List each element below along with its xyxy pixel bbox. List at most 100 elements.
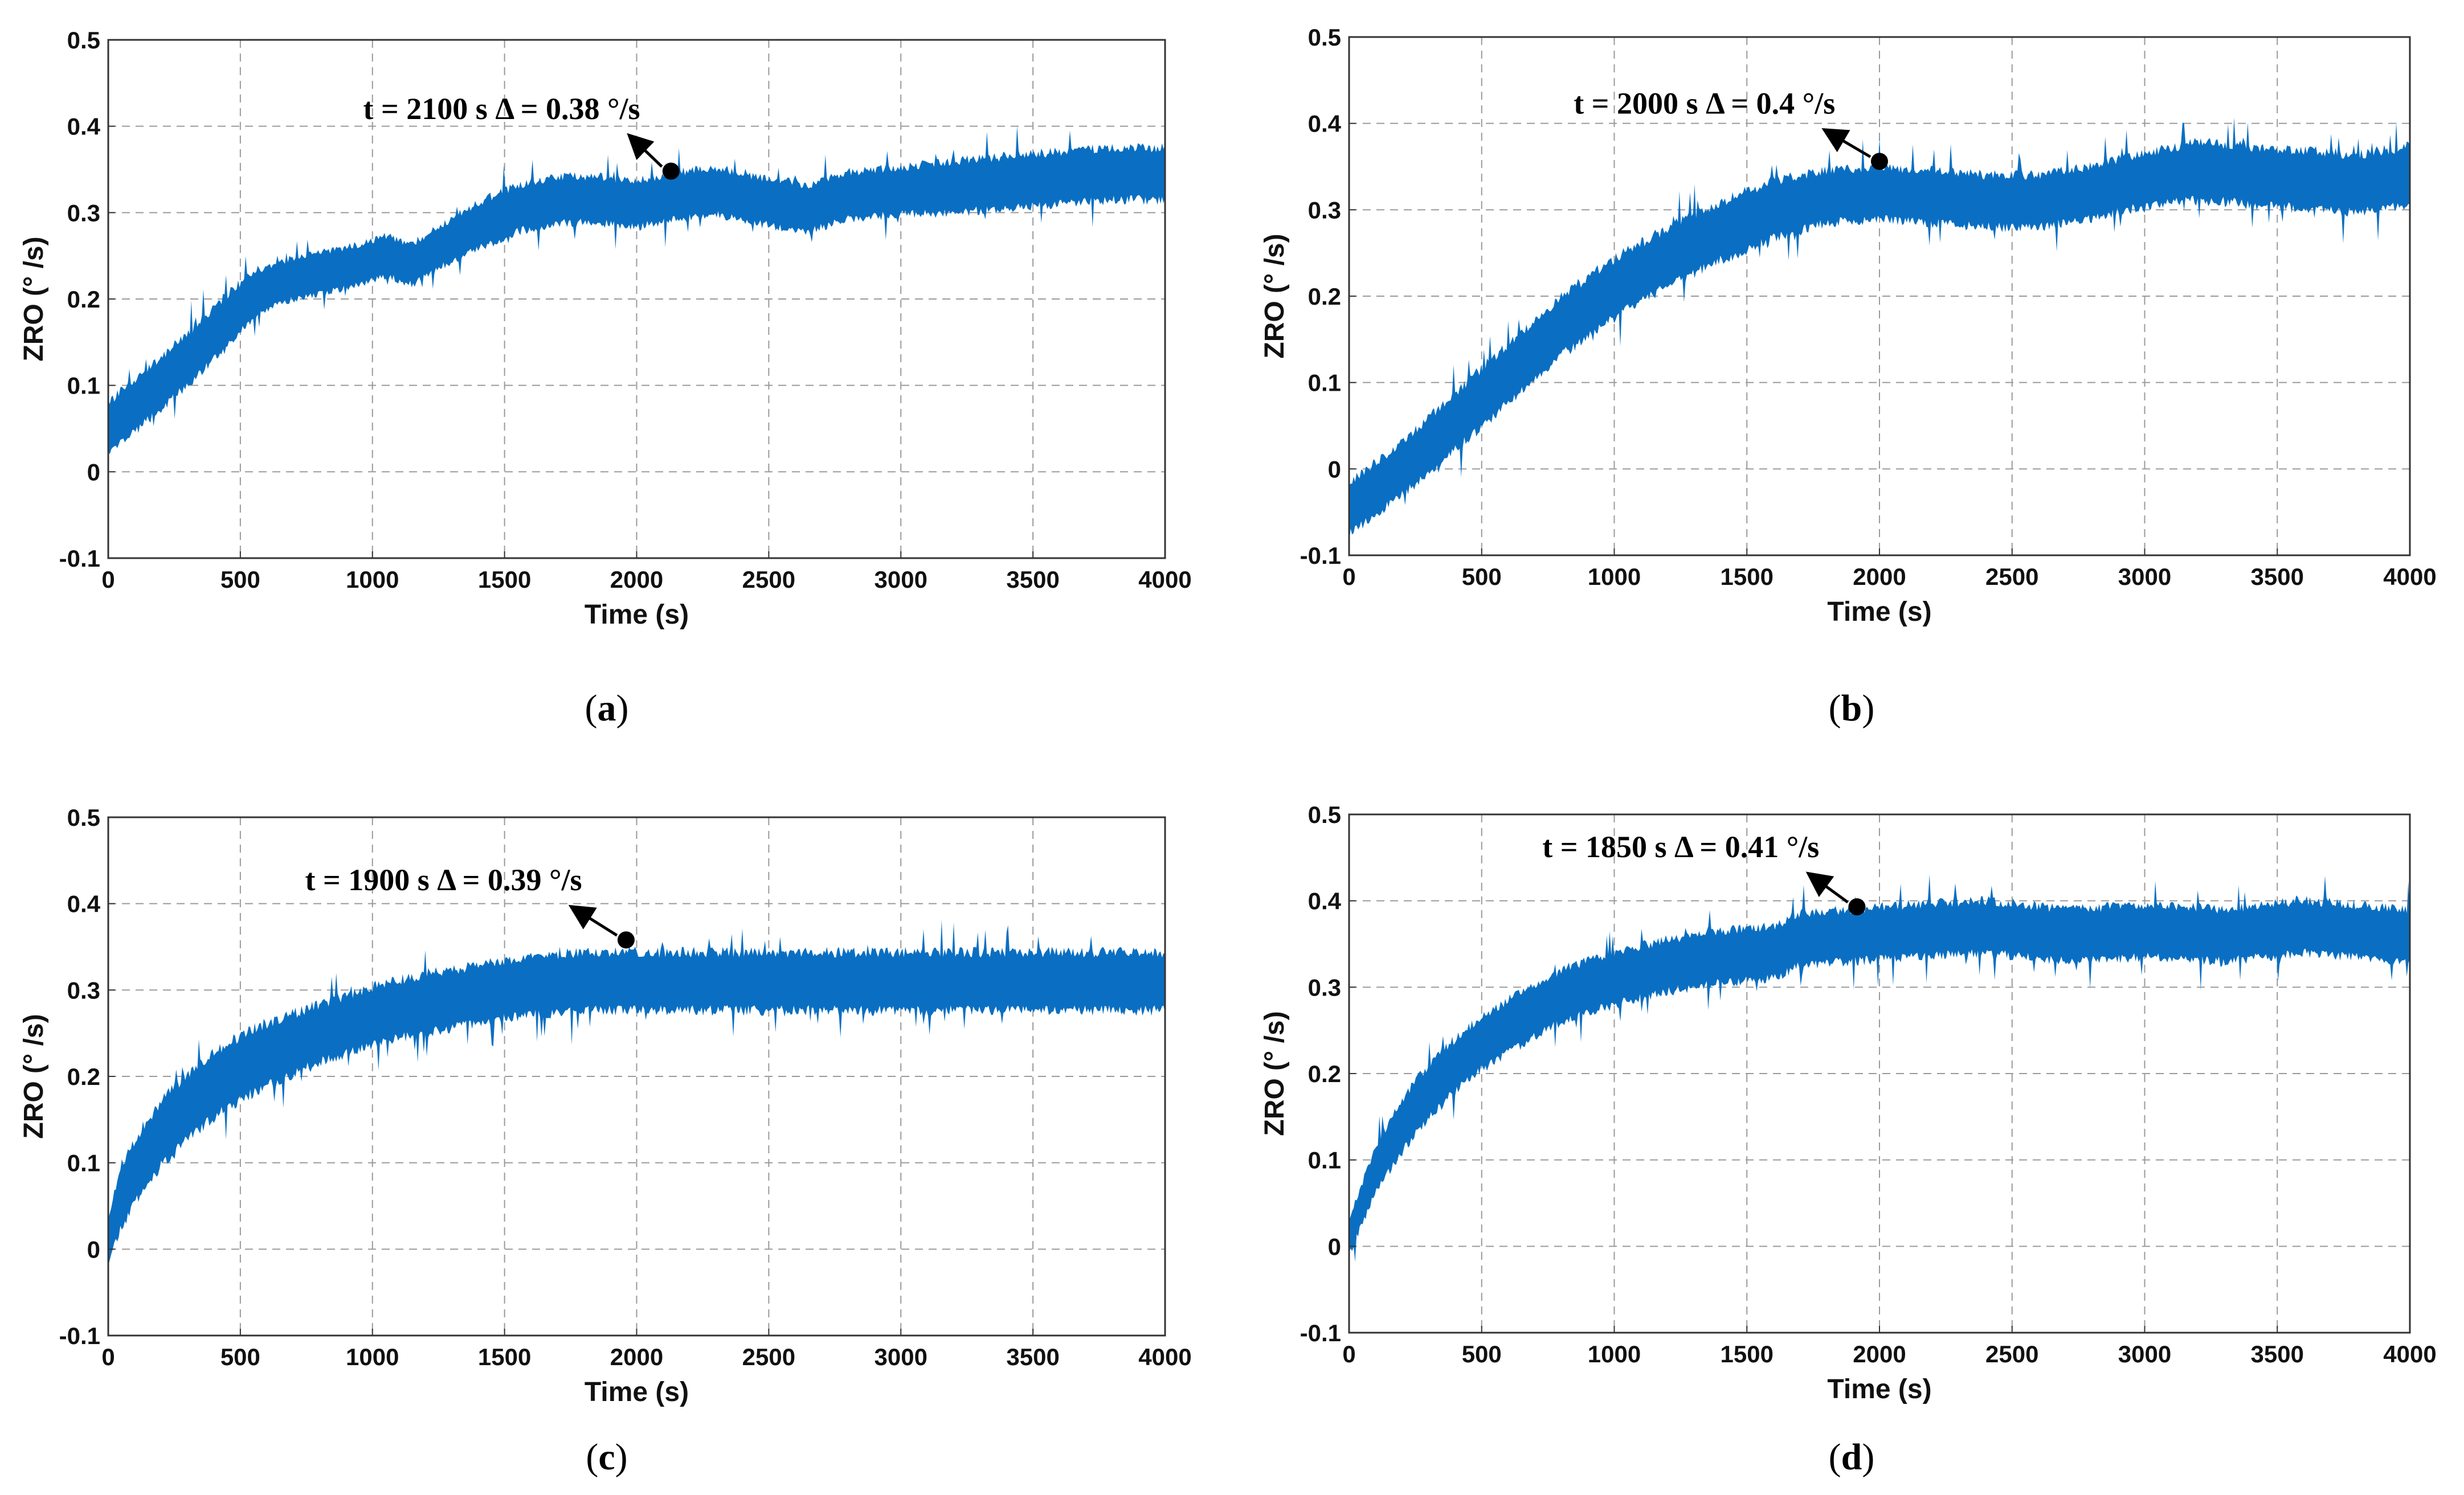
- x-tick-label: 0: [1342, 1341, 1355, 1367]
- y-tick-label: 0.4: [67, 891, 101, 918]
- y-tick-label: 0.2: [67, 286, 100, 313]
- y-tick-label: 0: [87, 1236, 100, 1263]
- caption-letter: c: [598, 1436, 615, 1478]
- x-axis-label: Time (s): [1827, 1374, 1931, 1404]
- panel-caption: (d): [1829, 1436, 1875, 1478]
- x-tick-label: 4000: [1138, 566, 1191, 593]
- caption-open-paren: (: [1829, 1436, 1841, 1478]
- y-tick-label: 0.5: [67, 27, 100, 54]
- annotation-arrow: [627, 133, 663, 168]
- caption-close-paren: ): [1862, 1436, 1874, 1478]
- annotation-arrow: [1821, 128, 1872, 158]
- y-tick-label: 0.5: [67, 804, 100, 831]
- x-tick-label: 2000: [610, 1344, 663, 1370]
- annotation-text: t = 1900 s Δ = 0.39 °/s: [305, 863, 582, 897]
- x-tick-label: 2000: [1853, 563, 1906, 590]
- panel-caption: (c): [586, 1436, 627, 1478]
- annotation-text: t = 1850 s Δ = 0.41 °/s: [1542, 830, 1819, 864]
- x-tick-label: 3000: [2118, 563, 2171, 590]
- x-tick-label: 4000: [2383, 563, 2436, 590]
- x-tick-label: 500: [220, 566, 260, 593]
- y-tick-label: 0: [1328, 1233, 1341, 1260]
- y-tick-label: 0.5: [1308, 801, 1341, 828]
- x-tick-label: 500: [220, 1344, 260, 1370]
- x-tick-label: 0: [101, 1344, 115, 1370]
- y-axis-label: ZRO (° /s): [19, 1014, 49, 1138]
- y-tick-label: 0.5: [1308, 24, 1341, 51]
- caption-close-paren: ): [616, 687, 629, 729]
- x-tick-label: 1500: [1721, 563, 1774, 590]
- x-tick-label: 0: [1342, 563, 1355, 590]
- x-tick-label: 3000: [875, 566, 927, 593]
- caption-open-paren: (: [1829, 687, 1841, 729]
- x-tick-label: 1000: [346, 1344, 399, 1370]
- annotation-text: t = 2100 s Δ = 0.38 °/s: [363, 92, 640, 126]
- x-tick-label: 2500: [1985, 1341, 2038, 1367]
- y-tick-label: 0: [1328, 456, 1341, 482]
- y-tick-label: 0.2: [1308, 283, 1341, 310]
- y-tick-label: 0: [87, 458, 100, 485]
- caption-open-paren: (: [586, 1436, 598, 1478]
- x-tick-label: 1000: [1588, 1341, 1641, 1367]
- x-tick-label: 2500: [1985, 563, 2038, 590]
- series-zro-band: [1349, 874, 2410, 1262]
- y-axis-label: ZRO (° /s): [19, 236, 49, 361]
- y-tick-label: 0.3: [1308, 974, 1341, 1001]
- x-tick-label: 1000: [346, 566, 399, 593]
- y-tick-label: 0.4: [1308, 110, 1342, 137]
- x-tick-label: 1500: [478, 1344, 531, 1370]
- y-tick-label: 0.2: [67, 1063, 100, 1090]
- caption-close-paren: ): [1862, 687, 1874, 729]
- series-zro-band: [108, 920, 1165, 1267]
- y-axis-label: ZRO (° /s): [1260, 234, 1290, 358]
- y-tick-label: 0.1: [1308, 1147, 1341, 1174]
- panel-caption: (a): [585, 687, 629, 729]
- panel-caption: (b): [1829, 687, 1875, 729]
- x-axis-label: Time (s): [1827, 597, 1931, 627]
- marker-dot: [1848, 898, 1866, 916]
- x-axis-label: Time (s): [585, 1377, 689, 1407]
- x-tick-label: 2500: [742, 1344, 795, 1370]
- caption-close-paren: ): [615, 1436, 628, 1478]
- y-tick-label: 0.1: [1308, 370, 1341, 396]
- x-tick-label: 0: [101, 566, 115, 593]
- y-tick-label: 0.2: [1308, 1060, 1341, 1087]
- caption-open-paren: (: [585, 687, 598, 729]
- caption-letter: d: [1841, 1436, 1862, 1478]
- caption-letter: a: [598, 687, 616, 729]
- y-tick-label: 0.3: [67, 199, 100, 226]
- x-tick-label: 3500: [1006, 1344, 1059, 1370]
- x-tick-label: 4000: [1138, 1344, 1191, 1370]
- x-tick-label: 3000: [2118, 1341, 2171, 1367]
- x-tick-label: 4000: [2383, 1341, 2436, 1367]
- y-tick-label: 0.1: [67, 1150, 100, 1177]
- y-tick-label: -0.1: [59, 1322, 100, 1349]
- y-tick-label: -0.1: [59, 545, 100, 572]
- y-axis-label: ZRO (° /s): [1260, 1011, 1290, 1136]
- x-tick-label: 2000: [1853, 1341, 1906, 1367]
- marker-dot: [662, 162, 680, 180]
- x-tick-label: 2500: [742, 566, 795, 593]
- marker-dot: [1871, 153, 1888, 170]
- marker-dot: [617, 931, 635, 949]
- panel-a: 0 500 1000 1500 2000 2500 3000 3500 4000-0.100.1…: [19, 27, 1192, 729]
- series-zro-band: [1349, 117, 2410, 544]
- annotation-text: t = 2000 s Δ = 0.4 °/s: [1574, 86, 1835, 120]
- panel-b: 0 500 1000 1500 2000 2500 3000 3500 4000-0.100.1…: [1260, 24, 2437, 729]
- x-axis-label: Time (s): [585, 600, 689, 630]
- y-tick-label: 0.4: [1308, 888, 1342, 915]
- x-tick-label: 500: [1462, 563, 1502, 590]
- y-tick-label: -0.1: [1300, 542, 1341, 569]
- y-tick-label: 0.1: [67, 372, 100, 399]
- x-tick-label: 500: [1462, 1341, 1502, 1367]
- y-tick-label: 0.4: [67, 113, 101, 140]
- x-tick-label: 3000: [875, 1344, 927, 1370]
- x-tick-label: 2000: [610, 566, 663, 593]
- annotation-arrow: [568, 904, 618, 937]
- x-tick-label: 1500: [1721, 1341, 1774, 1367]
- x-tick-label: 3500: [1006, 566, 1059, 593]
- caption-letter: b: [1841, 687, 1862, 729]
- y-tick-label: 0.3: [67, 977, 100, 1004]
- x-tick-label: 1000: [1588, 563, 1641, 590]
